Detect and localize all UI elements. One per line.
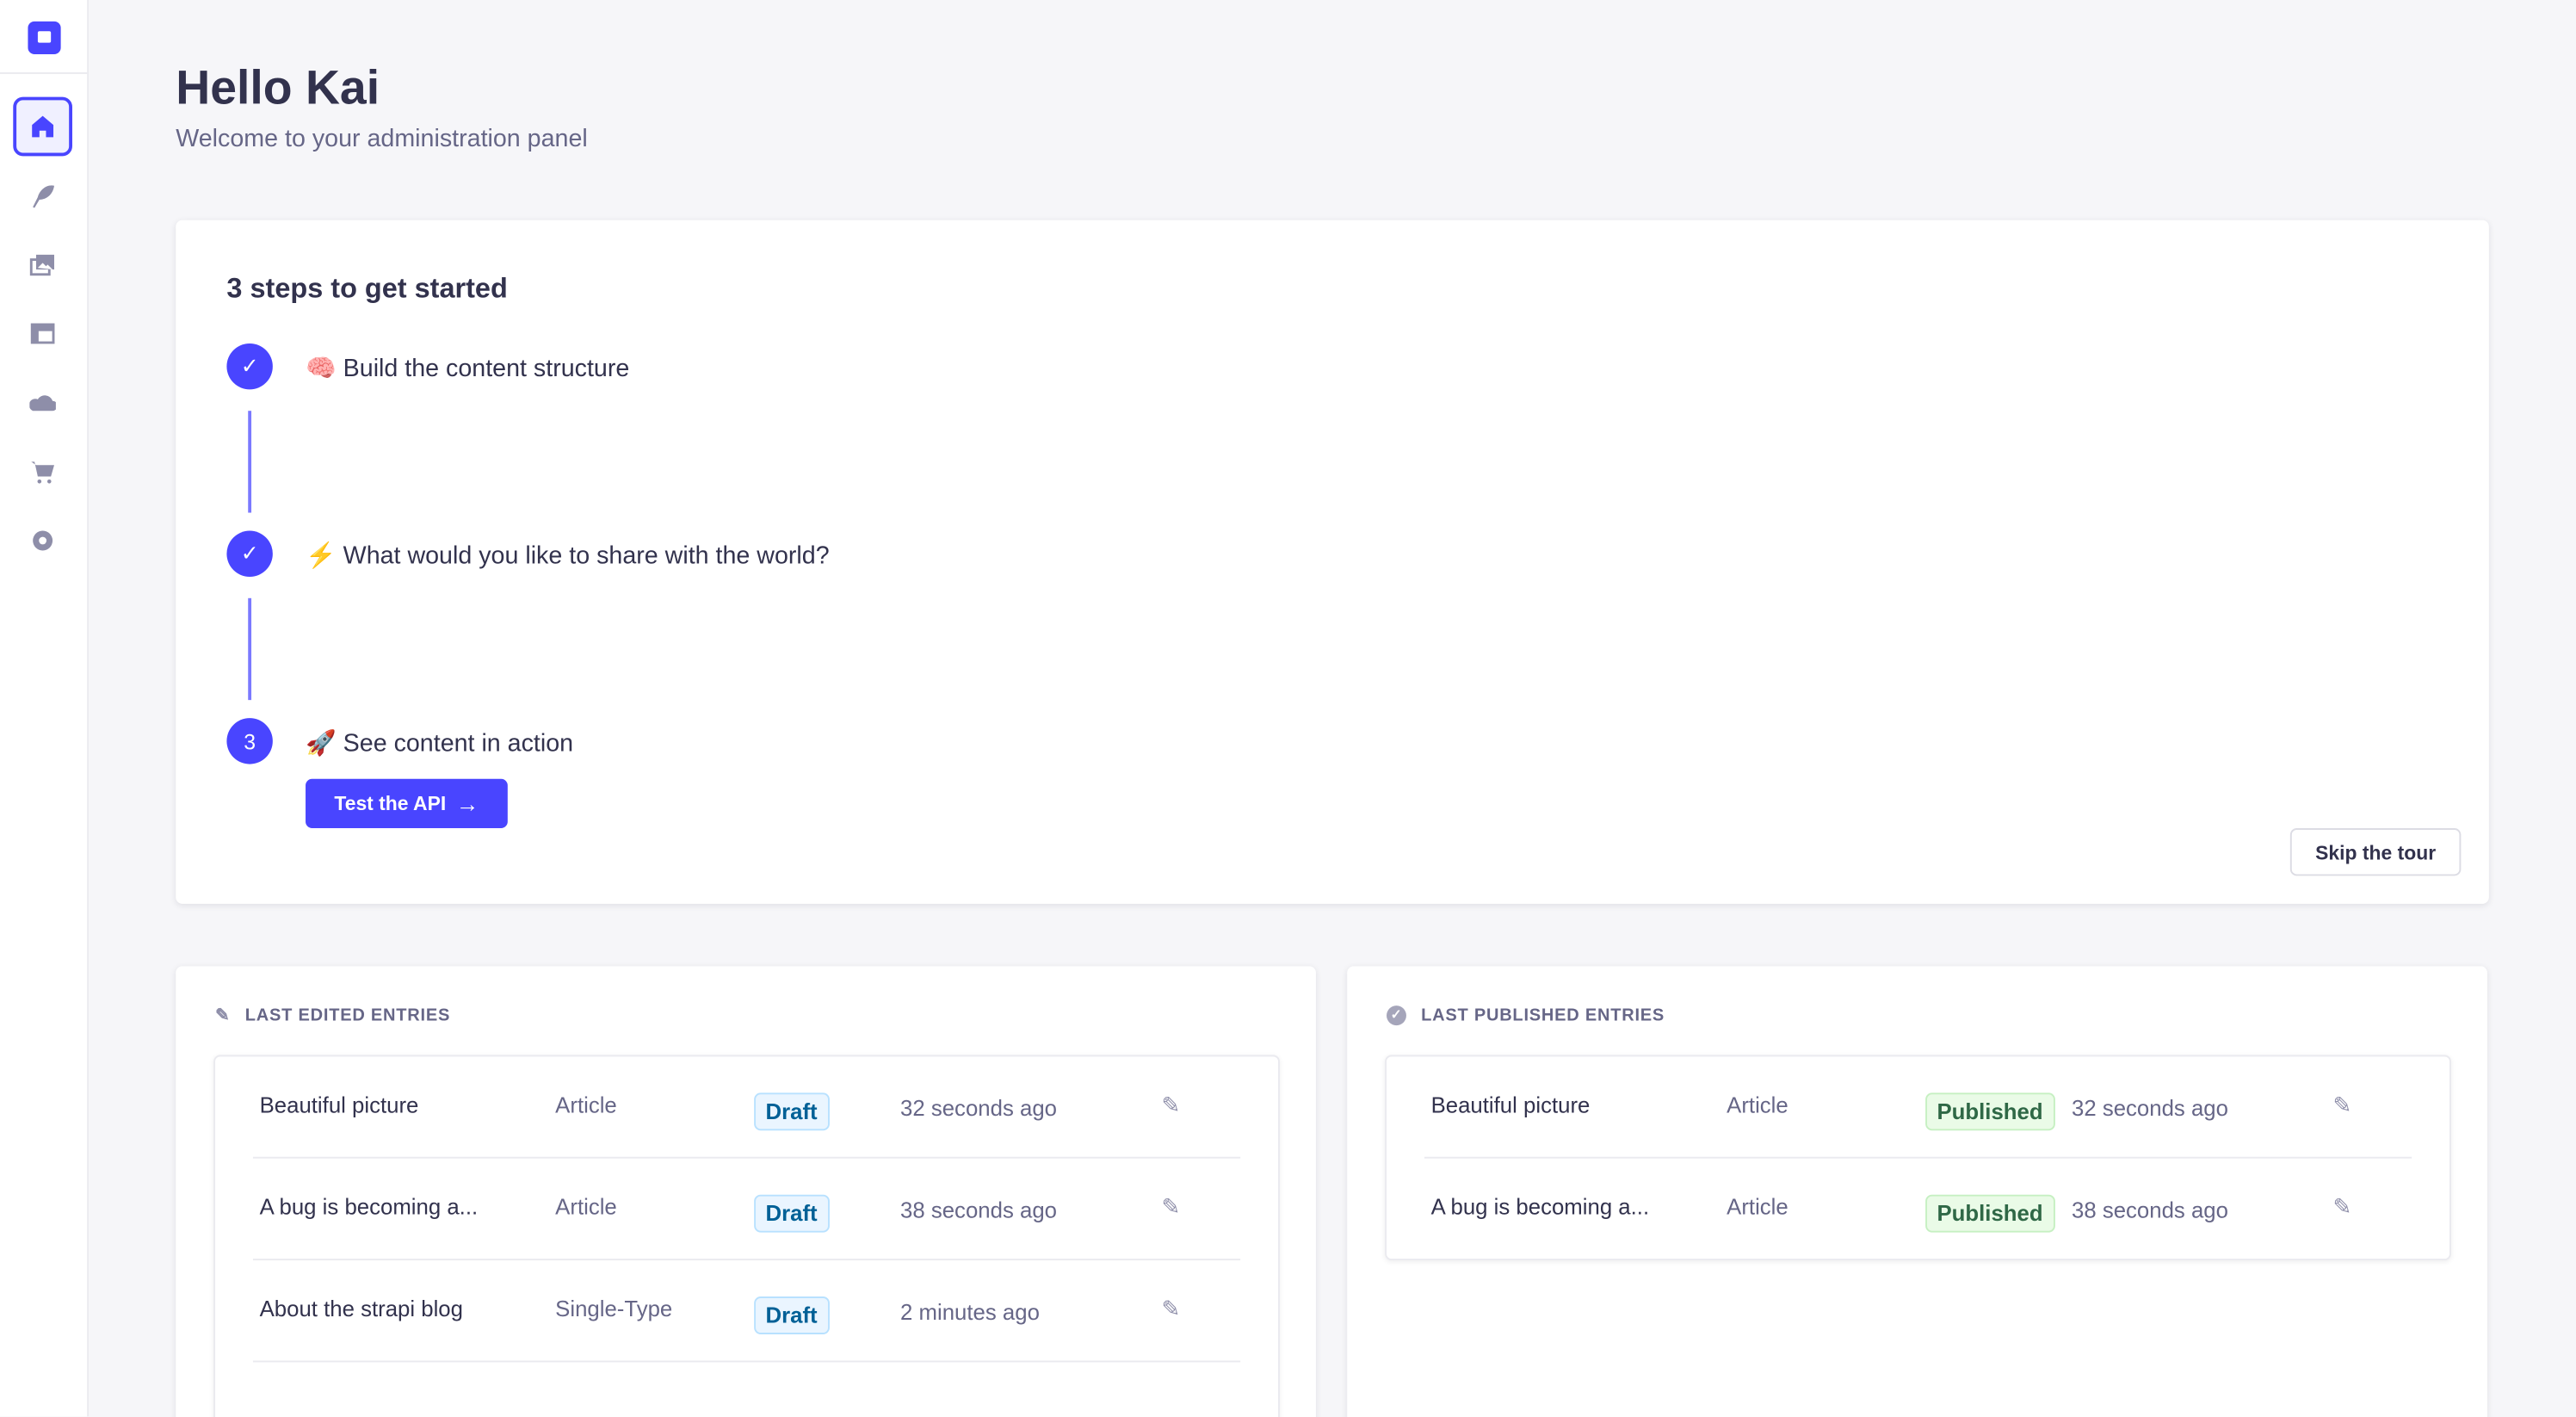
nav-content-manager[interactable] — [13, 304, 72, 363]
sidebar — [0, 0, 90, 1417]
nav-content-type-builder[interactable] — [13, 166, 72, 226]
edit-pencil-icon[interactable]: ✎ — [1161, 1296, 1181, 1321]
nav-marketplace[interactable] — [13, 442, 72, 501]
status-badge: Draft — [754, 1194, 830, 1233]
images-icon — [29, 254, 54, 276]
entry-time: 38 seconds ago — [900, 1197, 1057, 1223]
step-2[interactable]: ⚡ What would you like to share with the … — [306, 541, 830, 571]
steps-title: 3 steps to get started — [226, 272, 508, 305]
entry-name: Beautiful picture — [1430, 1092, 1591, 1117]
entry-name: A bug is becoming a... — [259, 1194, 479, 1220]
cart-icon — [31, 461, 54, 484]
status-badge: Published — [1925, 1194, 2054, 1233]
step-2-check-icon: ✓ — [226, 530, 273, 577]
panel-title: LAST EDITED ENTRIES — [244, 1006, 451, 1026]
table-row[interactable]: A bug is becoming a... Article Draft 38 … — [252, 1159, 1241, 1261]
status-badge: Published — [1925, 1092, 2054, 1131]
entry-time: 32 seconds ago — [2071, 1096, 2228, 1121]
entry-time: 2 minutes ago — [900, 1299, 1040, 1325]
table-row[interactable]: A bug is becoming a... Article Published… — [1424, 1159, 2412, 1259]
status-badge: Draft — [754, 1296, 830, 1334]
check-circle-icon: ✓ — [1387, 1006, 1406, 1026]
entry-time: 38 seconds ago — [2071, 1197, 2228, 1223]
panel-title: LAST PUBLISHED ENTRIES — [1421, 1006, 1665, 1026]
table-row[interactable]: Beautiful picture Article Draft 32 secon… — [252, 1056, 1241, 1159]
table-row[interactable]: About the strapi blog Single-Type Draft … — [252, 1260, 1241, 1363]
skip-tour-button[interactable]: Skip the tour — [2289, 828, 2462, 876]
pencil-icon: ✎ — [215, 1006, 231, 1026]
table-row[interactable]: Beautiful picture Article Published 32 s… — [1424, 1056, 2412, 1159]
home-icon — [32, 115, 54, 138]
rocket-emoji: 🚀 — [306, 729, 337, 758]
test-api-button[interactable]: Test the API → — [306, 778, 508, 829]
step-connector — [248, 411, 252, 513]
divider — [0, 71, 88, 74]
gear-icon — [33, 530, 53, 551]
entry-type: Article — [1727, 1194, 1788, 1220]
last-published-table: Beautiful picture Article Published 32 s… — [1385, 1055, 2451, 1261]
entry-type: Article — [555, 1194, 617, 1220]
brain-emoji: 🧠 — [306, 355, 337, 383]
entry-name: A bug is becoming a... — [1430, 1194, 1650, 1220]
nav-home[interactable] — [13, 96, 72, 157]
entry-name: Beautiful picture — [259, 1092, 419, 1117]
edit-pencil-icon[interactable]: ✎ — [1161, 1194, 1181, 1220]
edit-pencil-icon[interactable]: ✎ — [1161, 1092, 1181, 1117]
entry-time: 32 seconds ago — [900, 1096, 1057, 1121]
layout-icon — [30, 323, 55, 344]
entry-type: Article — [555, 1092, 617, 1117]
step-1-check-icon: ✓ — [226, 343, 273, 390]
arrow-right-icon: → — [455, 790, 479, 817]
entry-type: Single-Type — [555, 1296, 673, 1321]
onboarding-steps-card: 3 steps to get started ✓ 🧠 Build the con… — [176, 220, 2489, 904]
page-title: Hello Kai — [176, 62, 380, 115]
step-connector — [248, 597, 252, 701]
nav-settings[interactable] — [13, 511, 72, 571]
nav-media-library[interactable] — [13, 235, 72, 294]
step-1[interactable]: 🧠 Build the content structure — [306, 355, 630, 383]
last-edited-table: Beautiful picture Article Draft 32 secon… — [213, 1055, 1280, 1417]
step-3-number: 3 — [226, 718, 273, 764]
status-badge: Draft — [754, 1092, 830, 1131]
last-published-panel: ✓ LAST PUBLISHED ENTRIES Beautiful pictur… — [1347, 966, 2487, 1417]
nav-cloud[interactable] — [13, 373, 72, 432]
edit-pencil-icon[interactable]: ✎ — [2332, 1194, 2352, 1220]
last-edited-panel: ✎ LAST EDITED ENTRIES Beautiful picture A… — [176, 966, 1316, 1417]
lightning-emoji: ⚡ — [306, 541, 337, 571]
strapi-logo[interactable] — [28, 21, 61, 54]
page-subtitle: Welcome to your administration panel — [176, 125, 588, 153]
entry-name: About the strapi blog — [259, 1296, 463, 1321]
entry-type: Article — [1727, 1092, 1788, 1117]
edit-pencil-icon[interactable]: ✎ — [2332, 1092, 2352, 1117]
cloud-icon — [29, 395, 56, 411]
step-3[interactable]: 🚀 See content in action — [306, 729, 574, 758]
feather-icon — [33, 185, 54, 208]
